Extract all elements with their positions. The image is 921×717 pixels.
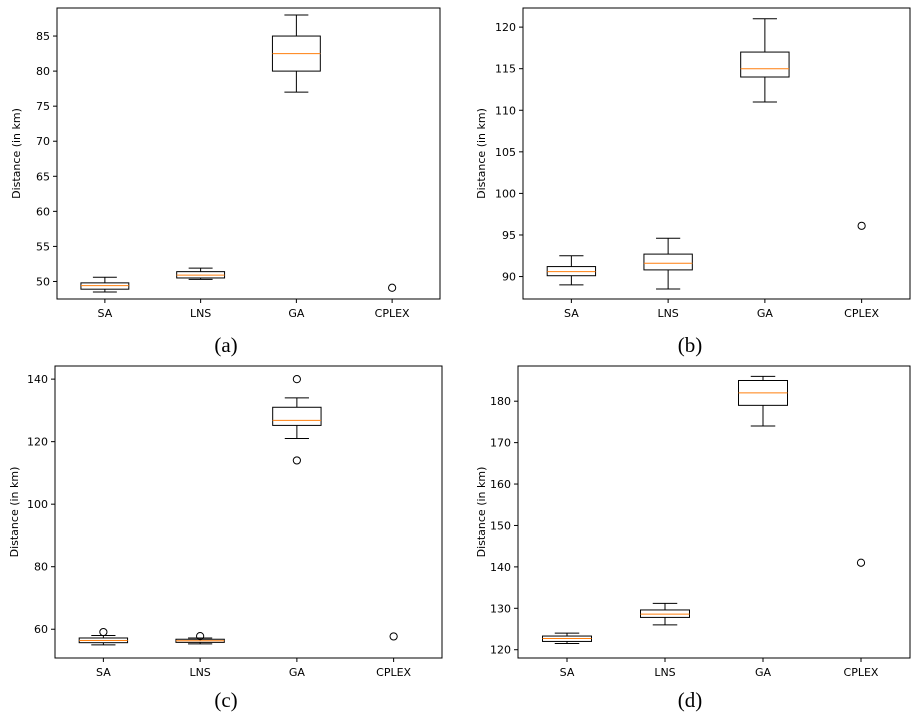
y-axis-label: Distance (in km) [10,108,23,199]
box-sa [546,255,597,286]
x-tick-label: CPLEX [375,307,410,320]
y-tick-label: 115 [495,63,516,76]
x-tick-label: SA [98,307,113,320]
y-tick-label: 100 [495,187,516,200]
x-tick-label: CPLEX [844,666,879,679]
panel-caption: (c) [214,688,237,712]
y-tick-label: 85 [36,30,50,43]
panel-caption: (d) [678,688,703,712]
x-tick-label: SA [564,307,579,320]
outlier-point [99,627,108,637]
plot-frame [56,7,441,300]
box-sa [80,276,130,293]
y-axis-label: Distance (in km) [8,467,21,558]
outlier-point [292,375,301,384]
y-tick-label: 110 [495,104,516,117]
y-tick-label: 60 [36,205,50,218]
box-sa [542,632,592,645]
x-tick-label: GA [288,307,305,320]
outlier-point [196,632,205,641]
box-ga [272,375,322,465]
y-tick-label: 170 [490,437,511,450]
plot-frame [54,365,443,659]
y-tick-label: 50 [36,275,50,288]
y-tick-label: 120 [495,21,516,34]
y-tick-label: 95 [502,229,516,242]
panel-caption: (b) [678,333,703,357]
outlier-point [292,456,301,465]
y-tick-label: 120 [27,436,48,449]
box-cplex [389,632,398,641]
x-tick-label: LNS [657,307,678,320]
x-tick-label: LNS [189,666,210,679]
y-tick-label: 140 [490,561,511,574]
box-ga [271,14,321,93]
y-axis-label: Distance (in km) [475,108,488,199]
y-tick-label: 140 [27,373,48,386]
chart-panel-3: 60 80 100 120 140 SA LNS GA CPLEX Distance (in km… [8,365,443,712]
x-tick-label: CPLEX [376,666,411,679]
y-tick-label: 65 [36,170,50,183]
box-cplex [857,221,866,230]
box-lns [640,602,690,626]
x-tick-label: GA [289,666,306,679]
box-cplex [388,283,397,292]
y-tick-label: 80 [34,561,48,574]
x-tick-label: GA [757,307,774,320]
box-body [272,406,322,426]
chart-panel-2: 90 95 100 105 110 115 120 SA LNS GA CPLEX Distance … [475,7,911,357]
box-lns [175,632,225,645]
y-tick-label: 90 [502,271,516,284]
y-tick-label: 75 [36,100,50,113]
y-tick-label: 80 [36,65,50,78]
y-tick-label: 150 [490,519,511,532]
y-tick-label: 120 [490,644,511,657]
outlier-point [388,283,397,292]
box-ga [738,375,788,427]
x-tick-label: SA [96,666,111,679]
panels: 50 55 60 65 70 75 80 85 SA LNS GA CPLEX Distance (in… [8,7,911,712]
y-tick-label: 160 [490,478,511,491]
x-tick-label: CPLEX [844,307,879,320]
outlier-point [389,632,398,641]
box-lns [176,267,226,280]
box-body [740,51,790,78]
x-tick-label: LNS [654,666,675,679]
y-tick-label: 105 [495,146,516,159]
box-body [643,253,693,271]
box-cplex [856,558,866,567]
box-lns [643,237,693,290]
plot-frame [522,7,911,300]
x-tick-label: GA [755,666,772,679]
box-sa [78,627,129,646]
outlier-point [857,221,866,230]
y-tick-label: 180 [490,395,511,408]
box-ga [740,18,790,103]
y-tick-label: 70 [36,135,50,148]
chart-panel-4: 120 130 140 150 160 170 180 SA LNS GA CPLEX Distanc… [475,365,911,712]
chart-panel-1: 50 55 60 65 70 75 80 85 SA LNS GA CPLEX Distance (in… [10,7,441,357]
y-axis-label: Distance (in km) [475,467,488,558]
y-tick-label: 100 [27,498,48,511]
y-tick-label: 55 [36,240,50,253]
panel-caption: (a) [214,333,237,357]
y-tick-label: 60 [34,623,48,636]
x-tick-label: SA [560,666,575,679]
plot-frame [517,365,911,659]
outlier-point [856,558,866,567]
y-tick-label: 130 [490,602,511,615]
x-tick-label: LNS [190,307,211,320]
